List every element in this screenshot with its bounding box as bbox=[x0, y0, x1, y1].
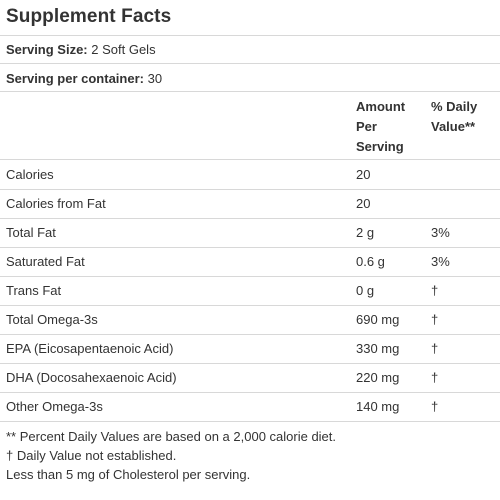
nutrient-name: Calories from Fat bbox=[6, 196, 106, 211]
nutrient-amount: 2 g bbox=[356, 225, 375, 240]
divider bbox=[0, 276, 500, 277]
panel-title: Supplement Facts bbox=[6, 6, 172, 27]
nutrient-name: Total Omega-3s bbox=[6, 312, 98, 327]
table-row: Calories 20 bbox=[0, 160, 500, 189]
divider bbox=[0, 159, 500, 160]
nutrient-amount: 0 g bbox=[356, 283, 375, 298]
nutrient-amount: 690 mg bbox=[356, 312, 400, 327]
nutrient-name: DHA (Docosahexaenoic Acid) bbox=[6, 370, 177, 385]
nutrient-daily-value: † bbox=[431, 399, 439, 414]
nutrient-name: Calories bbox=[6, 167, 54, 182]
divider bbox=[0, 189, 500, 190]
amount-column-header: Amount Per Serving bbox=[356, 97, 405, 157]
amount-header-line: Amount bbox=[356, 99, 406, 114]
nutrient-name: Trans Fat bbox=[6, 283, 62, 298]
daily-value-column-header: % Daily Value** bbox=[431, 97, 477, 137]
divider bbox=[0, 63, 500, 64]
nutrient-daily-value: † bbox=[431, 312, 439, 327]
serving-size-value: 2 Soft Gels bbox=[91, 42, 156, 57]
servings-per-container: Serving per container: 30 bbox=[6, 71, 162, 86]
nutrient-amount: 330 mg bbox=[356, 341, 400, 356]
servings-per-container-value: 30 bbox=[147, 71, 163, 86]
nutrient-daily-value: † bbox=[431, 370, 439, 385]
serving-size: Serving Size: 2 Soft Gels bbox=[6, 42, 156, 57]
footnote: ** Percent Daily Values are based on a 2… bbox=[6, 429, 337, 444]
nutrient-amount: 20 bbox=[356, 167, 371, 182]
nutrient-name: EPA (Eicosapentaenoic Acid) bbox=[6, 341, 174, 356]
amount-header-line: Per bbox=[356, 119, 377, 134]
divider bbox=[0, 35, 500, 36]
footnote: Less than 5 mg of Cholesterol per servin… bbox=[6, 467, 251, 482]
nutrient-amount: 140 mg bbox=[356, 399, 400, 414]
table-row: EPA (Eicosapentaenoic Acid) 330 mg † bbox=[0, 334, 500, 363]
nutrient-name: Other Omega-3s bbox=[6, 399, 103, 414]
table-row: Total Omega-3s 690 mg † bbox=[0, 305, 500, 334]
servings-per-container-label: Serving per container: bbox=[6, 71, 144, 86]
divider bbox=[0, 363, 500, 364]
nutrient-amount: 20 bbox=[356, 196, 371, 211]
nutrient-daily-value: 3% bbox=[431, 254, 450, 269]
divider bbox=[0, 392, 500, 393]
serving-size-label: Serving Size: bbox=[6, 42, 88, 57]
table-row: Calories from Fat 20 bbox=[0, 189, 500, 218]
daily-value-header-line: Value** bbox=[431, 119, 476, 134]
table-row: Other Omega-3s 140 mg † bbox=[0, 392, 500, 421]
amount-header-line: Serving bbox=[356, 139, 404, 154]
daily-value-header-line: % Daily bbox=[431, 99, 478, 114]
nutrient-daily-value: 3% bbox=[431, 225, 450, 240]
footnote: † Daily Value not established. bbox=[6, 448, 177, 463]
table-row: Trans Fat 0 g † bbox=[0, 276, 500, 305]
table-row: DHA (Docosahexaenoic Acid) 220 mg † bbox=[0, 363, 500, 392]
divider bbox=[0, 305, 500, 306]
nutrient-name: Saturated Fat bbox=[6, 254, 85, 269]
table-row: Saturated Fat 0.6 g 3% bbox=[0, 247, 500, 276]
nutrient-amount: 220 mg bbox=[356, 370, 400, 385]
nutrient-daily-value: † bbox=[431, 341, 439, 356]
divider bbox=[0, 421, 500, 422]
nutrient-amount: 0.6 g bbox=[356, 254, 385, 269]
divider bbox=[0, 334, 500, 335]
divider bbox=[0, 91, 500, 92]
nutrient-daily-value: † bbox=[431, 283, 439, 298]
divider bbox=[0, 247, 500, 248]
divider bbox=[0, 218, 500, 219]
nutrient-name: Total Fat bbox=[6, 225, 56, 240]
table-row: Total Fat 2 g 3% bbox=[0, 218, 500, 247]
